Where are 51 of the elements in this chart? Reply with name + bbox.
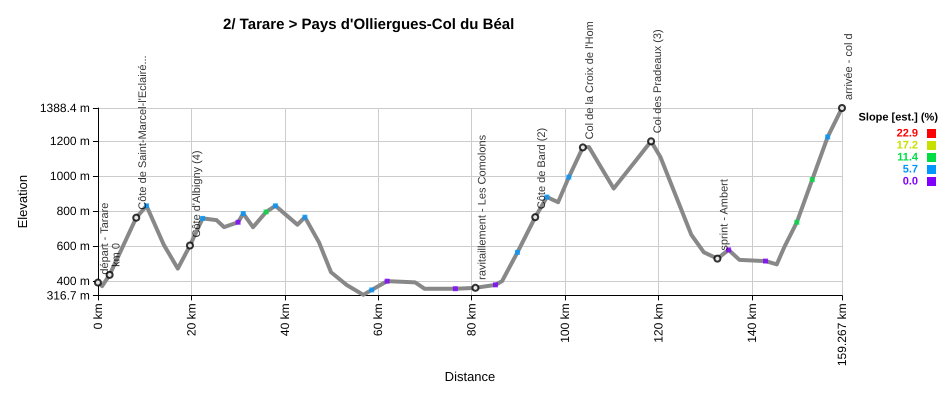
annotation: km 0	[110, 243, 123, 267]
x-axis-title: Distance	[444, 369, 496, 384]
point	[240, 211, 246, 216]
x-tick-label: 0 km	[90, 303, 105, 330]
point	[369, 287, 374, 292]
point	[264, 209, 269, 214]
annotation: Côte de Bard (2)	[536, 128, 548, 210]
point	[452, 286, 458, 292]
chart-title: 2/ Tarare > Pays d'Olliergues-Col du Béal	[223, 16, 514, 33]
x-tick-label: 40 km	[278, 303, 292, 336]
point	[794, 220, 800, 225]
annotation: arrivée - col d	[843, 33, 855, 100]
y-tick-label: 800 m	[56, 204, 90, 218]
point	[384, 278, 390, 284]
point	[272, 203, 278, 208]
x-tick-label: 60 km	[371, 303, 386, 336]
annotation: Côte d'Albigny (4)	[190, 150, 203, 238]
color-bar-label: 22.9	[896, 128, 918, 140]
y-tick-label: 600 m	[56, 238, 90, 253]
x-tick-label: 159.267 km	[835, 303, 849, 366]
y-tick-label: 1200 m	[50, 134, 90, 148]
color-bar-label: 0.0	[902, 176, 918, 188]
annotation: Col des Pradeaux (3)	[652, 29, 664, 134]
annotation: Côte de Saint-Marcel-l'Eclairé...	[137, 55, 150, 210]
point	[763, 258, 768, 264]
x-tick-label: 80 km	[464, 303, 479, 336]
y-tick-label: 400 m	[56, 274, 90, 288]
annotation: Col de la Croix de l'Hom	[584, 21, 596, 140]
point	[236, 220, 241, 225]
color-bar-label: 5.7	[902, 164, 918, 176]
color-bar-title: Slope [est.] (%)	[858, 112, 938, 124]
point	[493, 282, 498, 288]
annotation: ravitaillement - Les Comolons	[476, 134, 488, 280]
y-axis-title: Elevation	[15, 174, 30, 228]
annotation: départ - Tarare	[98, 202, 111, 275]
point	[302, 214, 308, 220]
y-tick-label: 1000 m	[50, 168, 90, 183]
color-bar-label: 17.2	[896, 140, 918, 152]
annotation: sprint - Ambert	[718, 179, 730, 251]
x-tick-label: 140 km	[744, 303, 759, 343]
x-tick-label: 20 km	[184, 303, 198, 336]
point	[566, 174, 572, 180]
point	[200, 216, 206, 221]
point	[825, 134, 830, 140]
color-bar-label: 11.4	[897, 152, 919, 164]
point	[514, 250, 520, 255]
point	[810, 177, 815, 182]
x-tick-label: 100 km	[558, 303, 572, 343]
y-tick-label: 316.7 m	[46, 288, 90, 302]
x-tick-label: 120 km	[652, 303, 666, 343]
y-tick-label: 1388.4 m	[40, 101, 90, 115]
